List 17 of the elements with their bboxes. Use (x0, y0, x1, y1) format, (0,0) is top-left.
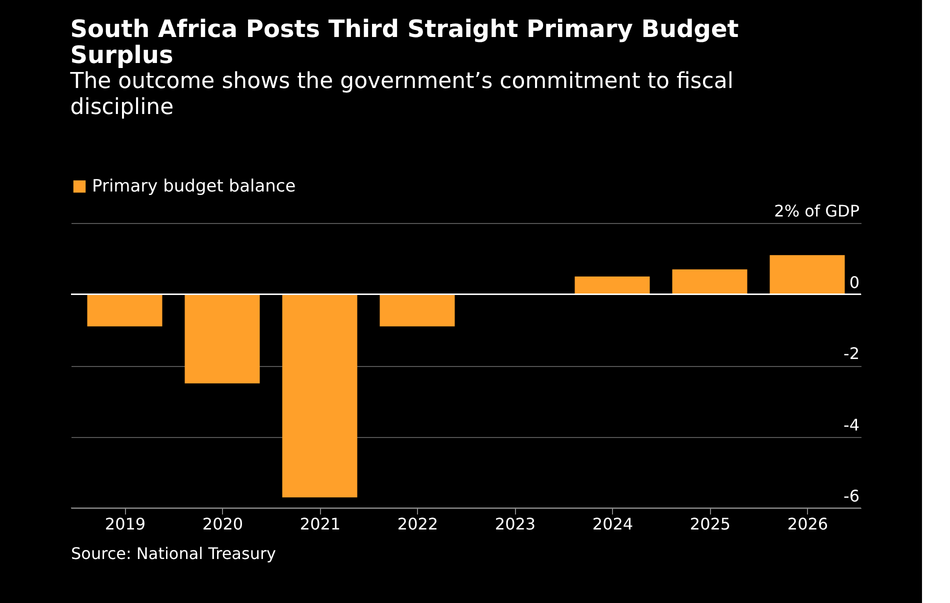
chart-subtitle: The outcome shows the government’s commitment to fiscal discipline (69, 69, 734, 120)
x-tick-label: 2020 (202, 514, 244, 534)
x-tick-label: 2025 (690, 514, 731, 534)
x-tick-label: 2022 (397, 514, 438, 534)
y-tick-label: -2 (844, 344, 860, 363)
y-tick-label: 2% of GDP (774, 202, 860, 220)
y-tick-label: -6 (844, 486, 860, 506)
chart-title: South Africa Posts Third Straight Primary Budget Surplus (70, 15, 739, 69)
x-tick-label: 2026 (787, 514, 828, 534)
y-tick-label: -4 (844, 415, 860, 434)
x-tick-label: 2021 (300, 514, 341, 534)
y-tick-label: 0 (849, 272, 860, 292)
x-tick-label: 2024 (592, 514, 634, 534)
x-tick-label: 2019 (104, 514, 146, 534)
source-note: Source: National Treasury (71, 544, 276, 563)
x-tick-label: 2023 (494, 514, 536, 534)
legend-label: Primary budget balance (92, 176, 296, 196)
